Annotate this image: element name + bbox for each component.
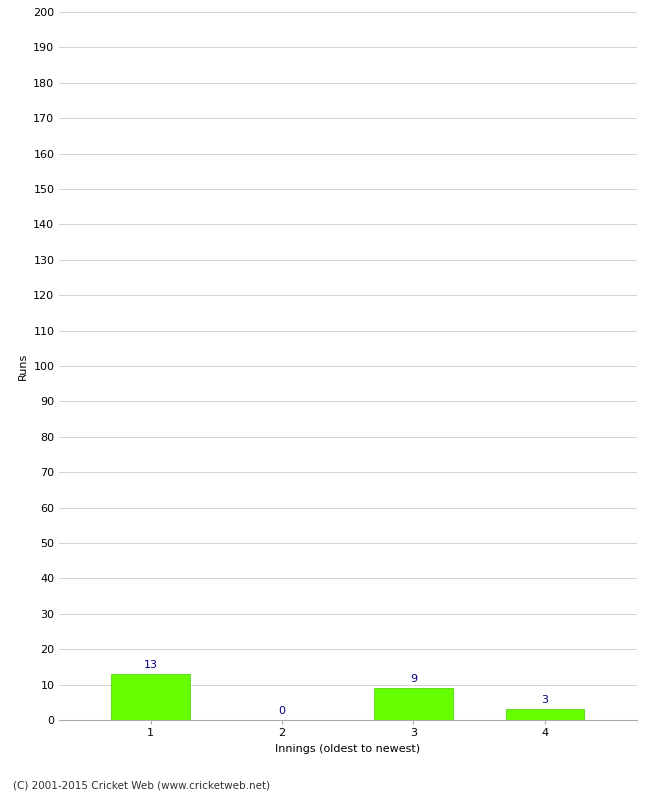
- Text: 13: 13: [144, 660, 157, 670]
- X-axis label: Innings (oldest to newest): Innings (oldest to newest): [275, 744, 421, 754]
- Y-axis label: Runs: Runs: [18, 352, 28, 380]
- Text: 3: 3: [541, 695, 549, 705]
- Text: (C) 2001-2015 Cricket Web (www.cricketweb.net): (C) 2001-2015 Cricket Web (www.cricketwe…: [13, 781, 270, 790]
- Bar: [111, 674, 190, 720]
- Text: 0: 0: [278, 706, 285, 716]
- Bar: [506, 710, 584, 720]
- Bar: [374, 688, 453, 720]
- Text: 9: 9: [410, 674, 417, 684]
